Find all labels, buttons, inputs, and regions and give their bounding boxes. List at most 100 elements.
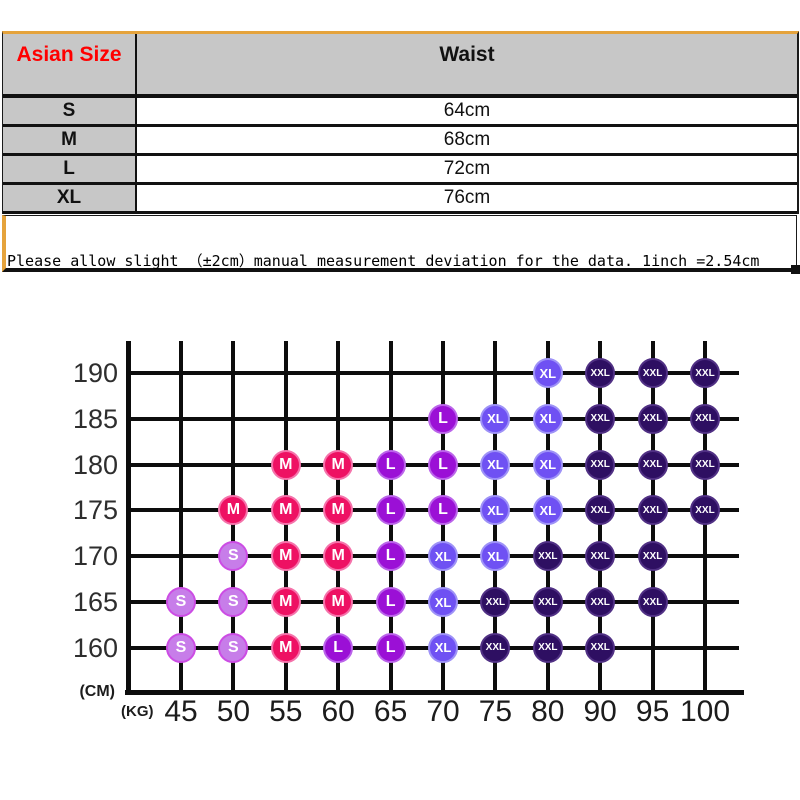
size-bubble-m-55kg-175cm: M xyxy=(270,495,301,526)
size-bubble-l-70kg-175cm: L xyxy=(428,495,458,526)
size-bubble-xl-80kg-175cm: XL xyxy=(532,495,563,526)
size-bubble-s-45kg-160cm: S xyxy=(166,632,196,663)
size-bubble-xl-70kg-170cm: XL xyxy=(428,541,458,572)
measurement-note: Please allow slight （±2cm）manual measure… xyxy=(7,252,760,270)
x-tick-label: 95 xyxy=(635,695,670,728)
size-bubble-xxl-95kg-165cm: XXL xyxy=(637,587,668,618)
size-bubble-xxl-95kg-175cm: XXL xyxy=(637,495,668,526)
size-label: S xyxy=(62,100,76,121)
size-table-header: Asian Size Waist xyxy=(3,34,797,98)
waist-value: 68cm xyxy=(443,129,491,150)
size-bubble-xl-70kg-165cm: XL xyxy=(428,587,458,618)
y-tick-label: 175 xyxy=(72,495,118,526)
size-bubble-l-70kg-185cm: L xyxy=(428,403,458,434)
column-header-waist: Waist xyxy=(439,43,495,66)
size-bubble-xxl-90kg-190cm: XXL xyxy=(585,358,616,388)
size-table: Asian Size Waist S 64cm M 68cm L 72cm XL… xyxy=(2,31,799,214)
y-tick-label: 190 xyxy=(72,358,118,388)
size-bubble-xxl-95kg-185cm: XXL xyxy=(637,403,668,434)
x-tick-label: 80 xyxy=(531,695,565,728)
x-tick-label: 65 xyxy=(373,695,408,728)
size-bubble-m-55kg-165cm: M xyxy=(270,587,301,618)
size-bubble-xxl-75kg-160cm: XXL xyxy=(480,632,511,663)
table-row: XL 76cm xyxy=(3,185,797,214)
measurement-note-box: Please allow slight （±2cm）manual measure… xyxy=(2,215,800,274)
waist-value: 72cm xyxy=(443,158,491,179)
x-tick-label: 100 xyxy=(679,695,731,728)
y-axis-unit-label: (CM) xyxy=(79,683,115,700)
size-label: XL xyxy=(56,187,82,208)
size-bubble-xl-75kg-170cm: XL xyxy=(480,541,511,572)
y-tick-label: 170 xyxy=(72,541,118,572)
x-tick-label: 45 xyxy=(164,695,198,728)
size-bubble-m-60kg-170cm: M xyxy=(323,541,354,572)
size-bubble-xl-75kg-175cm: XL xyxy=(480,495,511,526)
y-axis-line xyxy=(125,341,131,695)
size-bubble-xxl-100kg-185cm: XXL xyxy=(690,403,720,434)
size-bubble-xxl-80kg-160cm: XXL xyxy=(532,632,563,663)
size-bubble-xxl-90kg-175cm: XXL xyxy=(585,495,616,526)
table-row: S 64cm xyxy=(3,98,797,127)
size-bubble-s-50kg-165cm: S xyxy=(218,587,249,618)
waist-value: 76cm xyxy=(443,187,491,208)
table-row: L 72cm xyxy=(3,156,797,185)
size-bubble-xxl-75kg-165cm: XXL xyxy=(480,587,511,618)
size-bubble-xxl-90kg-165cm: XXL xyxy=(585,587,616,618)
y-tick-label: 165 xyxy=(72,587,118,618)
size-bubble-s-50kg-170cm: S xyxy=(218,541,249,572)
size-bubble-l-65kg-160cm: L xyxy=(375,632,406,663)
column-header-asian-size: Asian Size xyxy=(16,43,122,66)
size-label: M xyxy=(61,129,77,150)
size-bubble-xxl-90kg-180cm: XXL xyxy=(585,449,616,480)
size-bubble-xxl-80kg-170cm: XXL xyxy=(532,541,563,572)
size-bubble-xxl-95kg-190cm: XXL xyxy=(637,358,668,388)
size-bubble-xxl-100kg-180cm: XXL xyxy=(690,449,720,480)
size-bubble-l-70kg-180cm: L xyxy=(428,449,458,480)
size-bubble-l-60kg-160cm: L xyxy=(323,632,354,663)
size-bubble-m-60kg-175cm: M xyxy=(323,495,354,526)
size-bubble-xxl-100kg-190cm: XXL xyxy=(690,358,720,388)
size-bubble-xl-70kg-160cm: XL xyxy=(428,632,458,663)
size-bubble-xxl-95kg-170cm: XXL xyxy=(637,541,668,572)
table-row: M 68cm xyxy=(3,127,797,156)
size-bubble-xl-80kg-185cm: XL xyxy=(532,403,563,434)
size-bubble-xxl-80kg-165cm: XXL xyxy=(532,587,563,618)
y-tick-label: 180 xyxy=(72,449,118,480)
size-bubble-m-55kg-160cm: M xyxy=(270,632,301,663)
size-bubble-xxl-95kg-180cm: XXL xyxy=(637,449,668,480)
size-bubble-m-60kg-180cm: M xyxy=(323,449,354,480)
x-axis-unit-label: (KG) xyxy=(121,703,154,720)
border-corner-mark xyxy=(791,265,800,274)
size-bubble-m-60kg-165cm: M xyxy=(323,587,354,618)
size-table-body: S 64cm M 68cm L 72cm XL 76cm xyxy=(3,98,797,214)
x-tick-label: 70 xyxy=(426,695,460,728)
y-tick-label: 160 xyxy=(72,632,118,663)
size-bubble-l-65kg-165cm: L xyxy=(375,587,406,618)
size-bubble-l-65kg-180cm: L xyxy=(375,449,406,480)
grid-vline xyxy=(179,341,183,692)
size-bubble-s-50kg-160cm: S xyxy=(218,632,249,663)
size-bubble-xxl-90kg-160cm: XXL xyxy=(585,632,616,663)
x-tick-label: 50 xyxy=(216,695,251,728)
x-tick-label: 55 xyxy=(269,695,303,728)
size-bubble-m-55kg-180cm: M xyxy=(270,449,301,480)
grid-hline xyxy=(128,371,739,375)
size-bubble-l-65kg-175cm: L xyxy=(375,495,406,526)
size-bubble-xxl-90kg-185cm: XXL xyxy=(585,403,616,434)
x-tick-label: 60 xyxy=(321,695,355,728)
x-tick-label: 75 xyxy=(478,695,513,728)
size-bubble-l-65kg-170cm: L xyxy=(375,541,406,572)
size-bubble-xl-80kg-190cm: XL xyxy=(532,358,563,388)
size-bubble-m-50kg-175cm: M xyxy=(218,495,249,526)
y-tick-label: 185 xyxy=(72,403,118,434)
size-bubble-xxl-100kg-175cm: XXL xyxy=(690,495,720,526)
x-axis-line xyxy=(125,690,744,695)
size-bubble-s-45kg-165cm: S xyxy=(166,587,196,618)
size-label: L xyxy=(63,158,75,179)
size-bubble-xl-80kg-180cm: XL xyxy=(532,449,563,480)
waist-value: 64cm xyxy=(443,100,491,121)
size-bubble-xxl-90kg-170cm: XXL xyxy=(585,541,616,572)
x-tick-label: 90 xyxy=(583,695,617,728)
